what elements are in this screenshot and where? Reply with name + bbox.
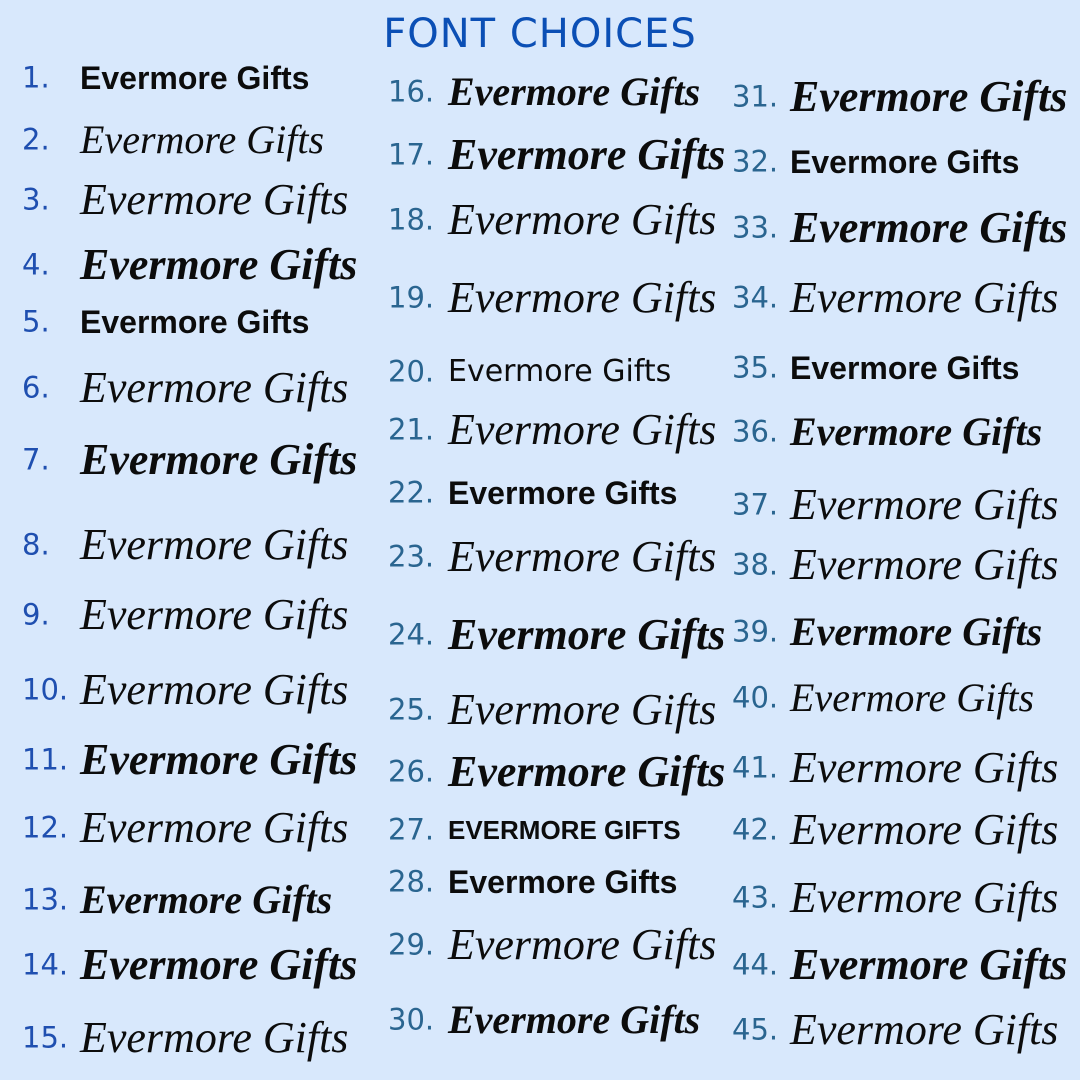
font-number: 38. [732,547,779,582]
font-sample: Evermore Gifts [790,203,1068,252]
font-sample: Evermore Gifts [448,69,701,114]
font-number: 11. [22,742,69,777]
font-number: 39. [732,614,779,649]
font-number: 35. [732,350,779,385]
font-number: 36. [732,414,779,449]
font-number: 37. [732,487,779,522]
font-number: 30. [388,1002,435,1037]
font-number: 9. [22,597,50,632]
font-number: 16. [388,74,435,109]
font-sample: Evermore Gifts [790,675,1035,720]
font-sample: Evermore Gifts [448,195,717,244]
font-sample: Evermore Gifts [80,304,310,340]
font-number: 43. [732,880,779,915]
font-sample: Evermore Gifts [448,685,717,734]
font-number: 21. [388,412,435,447]
font-sample: EVERMORE GIFTS [448,815,681,845]
font-number: 31. [732,79,779,114]
font-sample: Evermore Gifts [790,805,1059,854]
font-sample: Evermore Gifts [80,665,349,714]
font-sample: Evermore Gifts [790,409,1043,454]
font-sample: Evermore Gifts [790,1005,1059,1054]
font-number: 10. [22,672,69,707]
font-sample: Evermore Gifts [448,920,717,969]
font-number: 28. [388,864,435,899]
font-number: 34. [732,280,779,315]
font-number: 1. [22,60,50,95]
font-sample: Evermore Gifts [448,273,717,322]
font-sample: Evermore Gifts [80,60,310,96]
font-sample: Evermore Gifts [790,72,1068,121]
font-sample: Evermore Gifts [448,610,726,659]
font-number: 23. [388,539,435,574]
font-number: 22. [388,475,435,510]
font-number: 3. [22,182,50,217]
font-sample: Evermore Gifts [448,405,717,454]
font-sample: Evermore Gifts [790,273,1059,322]
font-number: 44. [732,947,779,982]
font-sample: Evermore Gifts [448,747,726,796]
font-number: 26. [388,754,435,789]
font-number: 2. [22,122,50,157]
font-number: 14. [22,947,69,982]
font-number: 45. [732,1012,779,1047]
font-number: 6. [22,370,50,405]
font-sample: Evermore Gifts [790,540,1059,589]
font-number: 15. [22,1020,69,1055]
font-sample: Evermore Gifts [790,940,1068,989]
font-number: 24. [388,617,435,652]
font-number: 33. [732,210,779,245]
font-number: 29. [388,927,435,962]
font-sample: Evermore Gifts [80,240,358,289]
font-sample: Evermore Gifts [80,435,358,484]
font-number: 12. [22,810,69,845]
font-number: 13. [22,882,69,917]
font-sample: Evermore Gifts [448,354,672,389]
font-sample: Evermore Gifts [790,743,1059,792]
font-sample: Evermore Gifts [80,363,349,412]
font-number: 17. [388,137,435,172]
font-sample: Evermore Gifts [80,877,333,922]
font-number: 32. [732,144,779,179]
font-number: 7. [22,442,50,477]
font-sample: Evermore Gifts [80,590,349,639]
font-sample: Evermore Gifts [448,997,701,1042]
font-sample: Evermore Gifts [80,735,358,784]
font-sample: Evermore Gifts [790,873,1059,922]
font-sample: Evermore Gifts [790,144,1020,180]
font-sample: Evermore Gifts [80,940,358,989]
font-sample: Evermore Gifts [790,350,1020,386]
font-number: 18. [388,202,435,237]
font-number: 8. [22,527,50,562]
font-number: 25. [388,692,435,727]
font-sample: Evermore Gifts [80,803,349,852]
font-number: 40. [732,680,779,715]
font-number: 5. [22,304,50,339]
font-sample: Evermore Gifts [80,175,349,224]
font-number: 27. [388,812,435,847]
font-sample: Evermore Gifts [80,117,325,162]
font-number: 19. [388,280,435,315]
font-sample: Evermore Gifts [448,130,726,179]
font-number: 41. [732,750,779,785]
font-sample: Evermore Gifts [80,520,349,569]
page-title: FONT CHOICES [383,11,697,57]
font-sample: Evermore Gifts [448,475,678,511]
font-number: 42. [732,812,779,847]
font-sample: Evermore Gifts [80,1013,349,1062]
font-sample: Evermore Gifts [448,864,678,900]
font-sample: Evermore Gifts [448,532,717,581]
font-number: 4. [22,247,50,282]
font-sample: Evermore Gifts [790,609,1043,654]
font-number: 20. [388,354,435,389]
font-sample: Evermore Gifts [790,480,1059,529]
